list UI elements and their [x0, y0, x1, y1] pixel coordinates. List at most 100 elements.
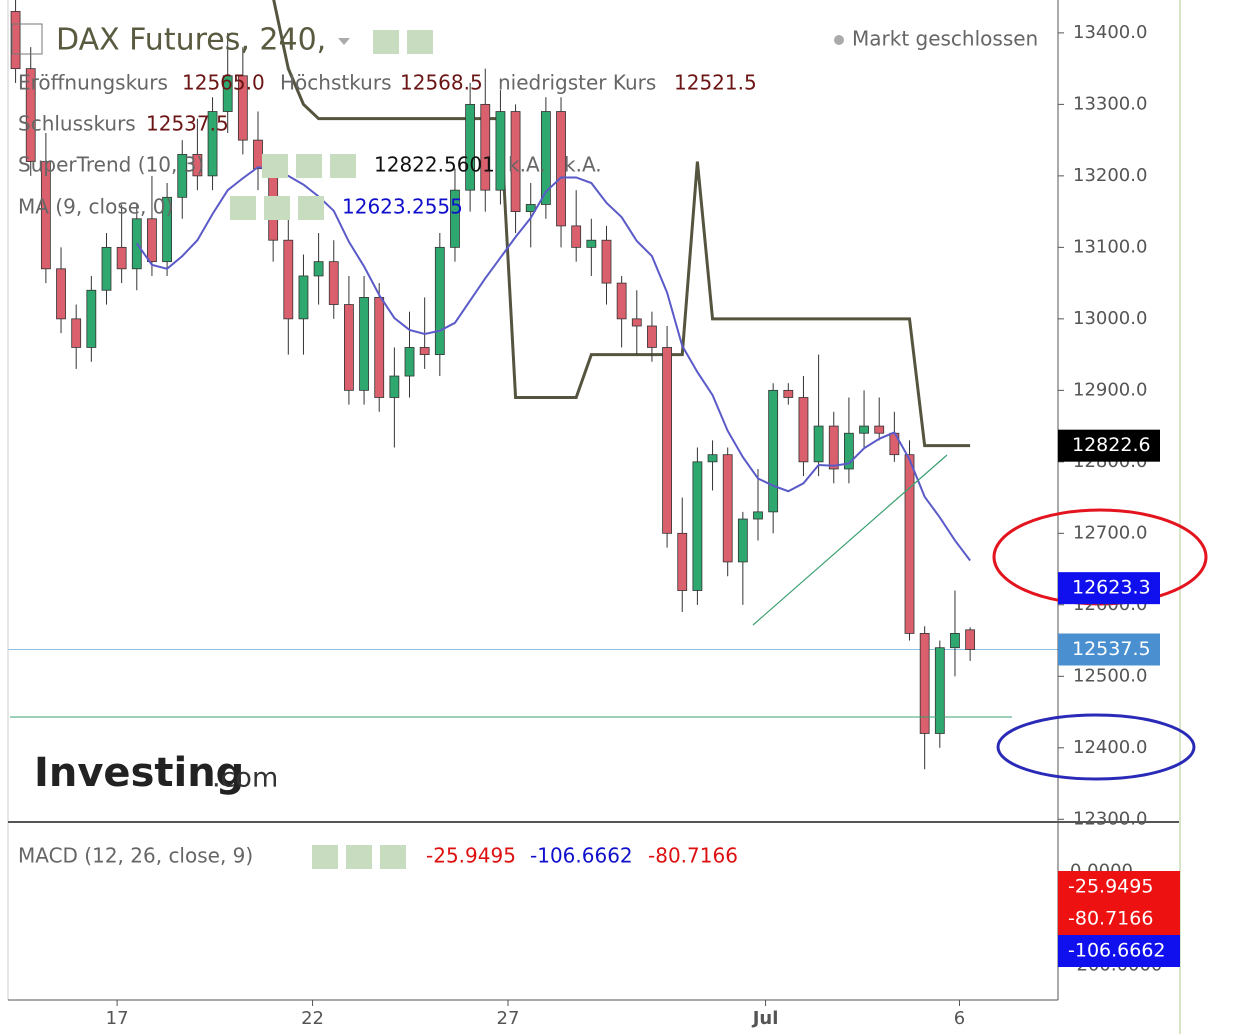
- candle-body: [434, 246, 445, 355]
- candle-body: [692, 461, 703, 591]
- supertrend-na: k.A.: [508, 153, 546, 177]
- eye-icon[interactable]: [373, 30, 399, 54]
- x-tick-label: 17: [106, 1008, 129, 1029]
- price-box-label: 12822.6: [1072, 434, 1151, 456]
- candle-body: [359, 297, 369, 391]
- supertrend-line: [272, 0, 971, 448]
- gear-icon[interactable]: [346, 845, 372, 869]
- price-box: [1058, 633, 1160, 666]
- symbol-icon[interactable]: [11, 23, 43, 55]
- candle-body: [647, 325, 657, 348]
- candle-body: [313, 261, 324, 277]
- candle-body: [56, 268, 66, 320]
- candle-body: [677, 532, 688, 591]
- candle-body: [919, 633, 930, 734]
- trend-line: [752, 454, 948, 626]
- logo: Investing: [34, 750, 244, 796]
- gear-icon[interactable]: [296, 154, 322, 178]
- candle-body: [707, 454, 718, 463]
- macd-box-label: -106.6662: [1068, 940, 1166, 962]
- candle-body: [737, 518, 748, 563]
- candle-body: [510, 111, 521, 213]
- logo-suffix: .com: [212, 763, 278, 794]
- supertrend-na: k.A.: [564, 153, 602, 177]
- macd-value: -106.6662: [530, 844, 633, 868]
- x-tick-label: 22: [301, 1008, 324, 1029]
- macd-box: [1058, 903, 1180, 935]
- eye-icon[interactable]: [230, 196, 256, 220]
- candle-body: [162, 196, 172, 263]
- candle-body: [328, 261, 339, 305]
- candle-body: [404, 347, 415, 377]
- blue-circle: [996, 713, 1196, 781]
- candle-body: [844, 432, 854, 470]
- candle-body: [798, 397, 809, 463]
- candle-body: [480, 103, 491, 191]
- candle-body: [616, 282, 627, 320]
- candle-body: [298, 275, 309, 320]
- gear-icon[interactable]: [407, 30, 433, 54]
- y-tick-label: 12300.0: [1073, 808, 1147, 829]
- y-tick-label: 13400.0: [1073, 22, 1147, 43]
- candle-body: [147, 218, 157, 263]
- open-label: Eröffnungskurs: [18, 71, 168, 95]
- low-label: niedrigster Kurs: [498, 71, 656, 95]
- price-box: [1058, 572, 1160, 605]
- y-tick-label: 12400.0: [1073, 737, 1147, 758]
- close-value: 12537.5: [146, 112, 229, 136]
- candle-body: [10, 11, 21, 70]
- macd-signal-value: -80.7166: [648, 844, 738, 868]
- y-tick-label: 13300.0: [1073, 93, 1147, 114]
- status: Markt geschlossen: [852, 27, 1038, 51]
- x-tick-label: Jul: [751, 1008, 779, 1029]
- dropdown[interactable]: [338, 38, 350, 45]
- candle-body: [450, 189, 460, 248]
- candle-body: [934, 647, 945, 734]
- macd-box-label: -80.7166: [1068, 908, 1153, 930]
- price-box-label: 12537.5: [1072, 638, 1151, 660]
- close-icon[interactable]: [298, 196, 324, 220]
- candle-body: [177, 154, 188, 198]
- supertrend-label: SuperTrend (10, 3): [18, 153, 204, 177]
- candle-body: [389, 375, 400, 398]
- y-tick-label: 12500.0: [1073, 665, 1147, 686]
- candle-body: [753, 511, 763, 520]
- candle-body: [631, 318, 642, 327]
- candle-body: [116, 246, 127, 270]
- candle-body: [859, 425, 869, 434]
- macd-box: [1058, 871, 1180, 903]
- y-tick-label: 13200.0: [1073, 165, 1147, 186]
- macd-box: [1058, 935, 1180, 967]
- close-icon[interactable]: [380, 845, 406, 869]
- low-value: 12521.5: [674, 71, 757, 95]
- candle-body: [465, 103, 476, 191]
- candle-body: [40, 161, 51, 270]
- close-icon[interactable]: [330, 154, 356, 178]
- candle-body: [768, 389, 779, 513]
- eye-icon[interactable]: [262, 154, 288, 178]
- macd-box-label: -25.9495: [1068, 876, 1153, 898]
- candle-body: [556, 111, 566, 227]
- candle-body: [192, 154, 203, 177]
- candle-body: [207, 111, 218, 177]
- candle-body: [662, 347, 672, 534]
- candle-body: [25, 68, 36, 162]
- ma-label: MA (9, close, 0): [18, 195, 173, 219]
- macd-hist-value: -25.9495: [426, 844, 516, 868]
- supertrend-value: 12822.5601: [374, 153, 495, 177]
- candle-body: [783, 389, 794, 398]
- price-box-label: 12623.3: [1072, 577, 1151, 599]
- candle-body: [813, 425, 824, 463]
- candle-body: [540, 111, 551, 205]
- candle-body: [601, 239, 612, 284]
- candle-body: [419, 347, 430, 355]
- ma-value: 12623.2555: [342, 195, 463, 219]
- candle-body: [828, 425, 839, 470]
- eye-icon[interactable]: [312, 845, 338, 869]
- close-label: Schlusskurs: [18, 112, 136, 136]
- candle-body: [525, 204, 536, 213]
- y-tick-label: 12900.0: [1073, 379, 1147, 400]
- candle-body: [965, 629, 976, 650]
- gear-icon[interactable]: [264, 196, 290, 220]
